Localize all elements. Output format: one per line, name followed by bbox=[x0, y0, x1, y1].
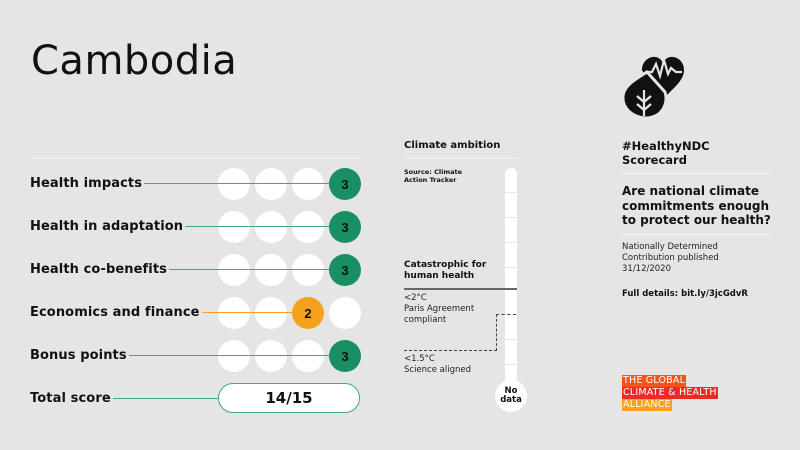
empty-dot bbox=[255, 254, 287, 286]
no-data-label: No bbox=[504, 386, 518, 396]
ndc-text: Contribution published bbox=[622, 253, 719, 263]
zone-desc: Paris Agreement bbox=[404, 304, 475, 314]
connector-line bbox=[30, 183, 329, 184]
thermometer-tick bbox=[505, 267, 517, 268]
score-row: Health in adaptation 3 bbox=[30, 211, 361, 243]
alliance-line: ALLIANCE bbox=[622, 399, 672, 411]
score-dots: 3 bbox=[218, 211, 361, 243]
divider bbox=[404, 158, 519, 159]
score-row-label: Economics and finance bbox=[30, 305, 202, 320]
empty-dot bbox=[255, 211, 287, 243]
score-badge: 3 bbox=[329, 254, 361, 286]
divider bbox=[622, 234, 770, 235]
ndc-date: 31/12/2020 bbox=[622, 264, 671, 274]
total-score-value: 14/15 bbox=[218, 383, 360, 413]
catastrophic-label: Catastrophic for human health bbox=[404, 260, 487, 281]
thermometer-tick bbox=[505, 339, 517, 340]
zone-desc: Science aligned bbox=[404, 365, 471, 375]
empty-dot bbox=[292, 168, 324, 200]
dashed-threshold bbox=[404, 350, 497, 351]
empty-dot bbox=[218, 254, 250, 286]
score-badge: 3 bbox=[329, 340, 361, 372]
zone-temp: <2°C bbox=[404, 293, 427, 303]
hashtag-title: #HealthyNDC Scorecard bbox=[622, 139, 710, 167]
total-score-row: Total score bbox=[30, 382, 361, 414]
divider bbox=[622, 173, 770, 174]
connector-line bbox=[30, 355, 329, 356]
score-dots: 3 bbox=[218, 254, 361, 286]
empty-dot bbox=[255, 340, 287, 372]
total-score-label: Total score bbox=[30, 391, 113, 406]
dashed-threshold bbox=[496, 314, 516, 315]
score-row-label: Health impacts bbox=[30, 176, 145, 191]
empty-dot bbox=[255, 297, 287, 329]
thermometer-tube bbox=[505, 168, 517, 393]
details-link[interactable]: Full details: bit.ly/3jcGdvR bbox=[622, 289, 748, 299]
score-badge: 3 bbox=[329, 168, 361, 200]
source-note: Source: Climate Action Tracker bbox=[404, 168, 463, 184]
score-dots: 3 bbox=[218, 340, 361, 372]
empty-dot bbox=[255, 168, 287, 200]
score-dots: 2 bbox=[218, 297, 361, 329]
dashed-threshold bbox=[496, 314, 497, 351]
zone-desc: compliant bbox=[404, 315, 447, 325]
score-dots: 3 bbox=[218, 168, 361, 200]
score-badge: 2 bbox=[292, 297, 324, 329]
no-data-label: data bbox=[500, 395, 522, 405]
empty-dot bbox=[292, 211, 324, 243]
score-row-label: Health co-benefits bbox=[30, 262, 170, 277]
scorecard-label: Scorecard bbox=[622, 153, 687, 167]
hashtag: #HealthyNDC bbox=[622, 139, 710, 153]
thermometer-tick bbox=[505, 217, 517, 218]
thermometer-bulb: No data bbox=[495, 380, 527, 412]
country-title: Cambodia bbox=[31, 38, 238, 84]
score-row: Bonus points 3 bbox=[30, 340, 361, 372]
score-badge: 3 bbox=[329, 211, 361, 243]
divider bbox=[30, 158, 360, 159]
connector-line bbox=[30, 269, 329, 270]
thermometer-tick bbox=[505, 242, 517, 243]
alliance-line: CLIMATE & HEALTH bbox=[622, 387, 718, 399]
climate-ambition-title: Climate ambition bbox=[404, 140, 501, 151]
empty-dot bbox=[218, 211, 250, 243]
catastrophic-threshold-line bbox=[404, 288, 517, 290]
empty-dot bbox=[329, 297, 361, 329]
question-heading: Are national climate commitments enough … bbox=[622, 184, 771, 227]
heart-leaf-logo-icon bbox=[621, 55, 684, 120]
alliance-line: THE GLOBAL bbox=[622, 375, 687, 387]
empty-dot bbox=[218, 168, 250, 200]
connector-line bbox=[30, 398, 221, 399]
zone-temp: <1.5°C bbox=[404, 354, 435, 364]
empty-dot bbox=[292, 254, 324, 286]
score-row-label: Bonus points bbox=[30, 348, 129, 363]
ndc-published-info: Nationally Determined Contribution publi… bbox=[622, 242, 719, 275]
thermometer-tick bbox=[505, 192, 517, 193]
thermometer-tick bbox=[505, 364, 517, 365]
empty-dot bbox=[292, 340, 324, 372]
score-row: Health co-benefits 3 bbox=[30, 254, 361, 286]
alliance-logo: THE GLOBAL CLIMATE & HEALTH ALLIANCE bbox=[622, 375, 718, 411]
score-row-label: Health in adaptation bbox=[30, 219, 186, 234]
score-row: Health impacts 3 bbox=[30, 168, 361, 200]
ndc-text: Nationally Determined bbox=[622, 242, 718, 252]
paris-zone-label: <2°C Paris Agreement compliant bbox=[404, 293, 474, 326]
science-zone-label: <1.5°C Science aligned bbox=[404, 354, 471, 376]
empty-dot bbox=[218, 297, 250, 329]
score-row: Economics and finance 2 bbox=[30, 297, 361, 329]
empty-dot bbox=[218, 340, 250, 372]
